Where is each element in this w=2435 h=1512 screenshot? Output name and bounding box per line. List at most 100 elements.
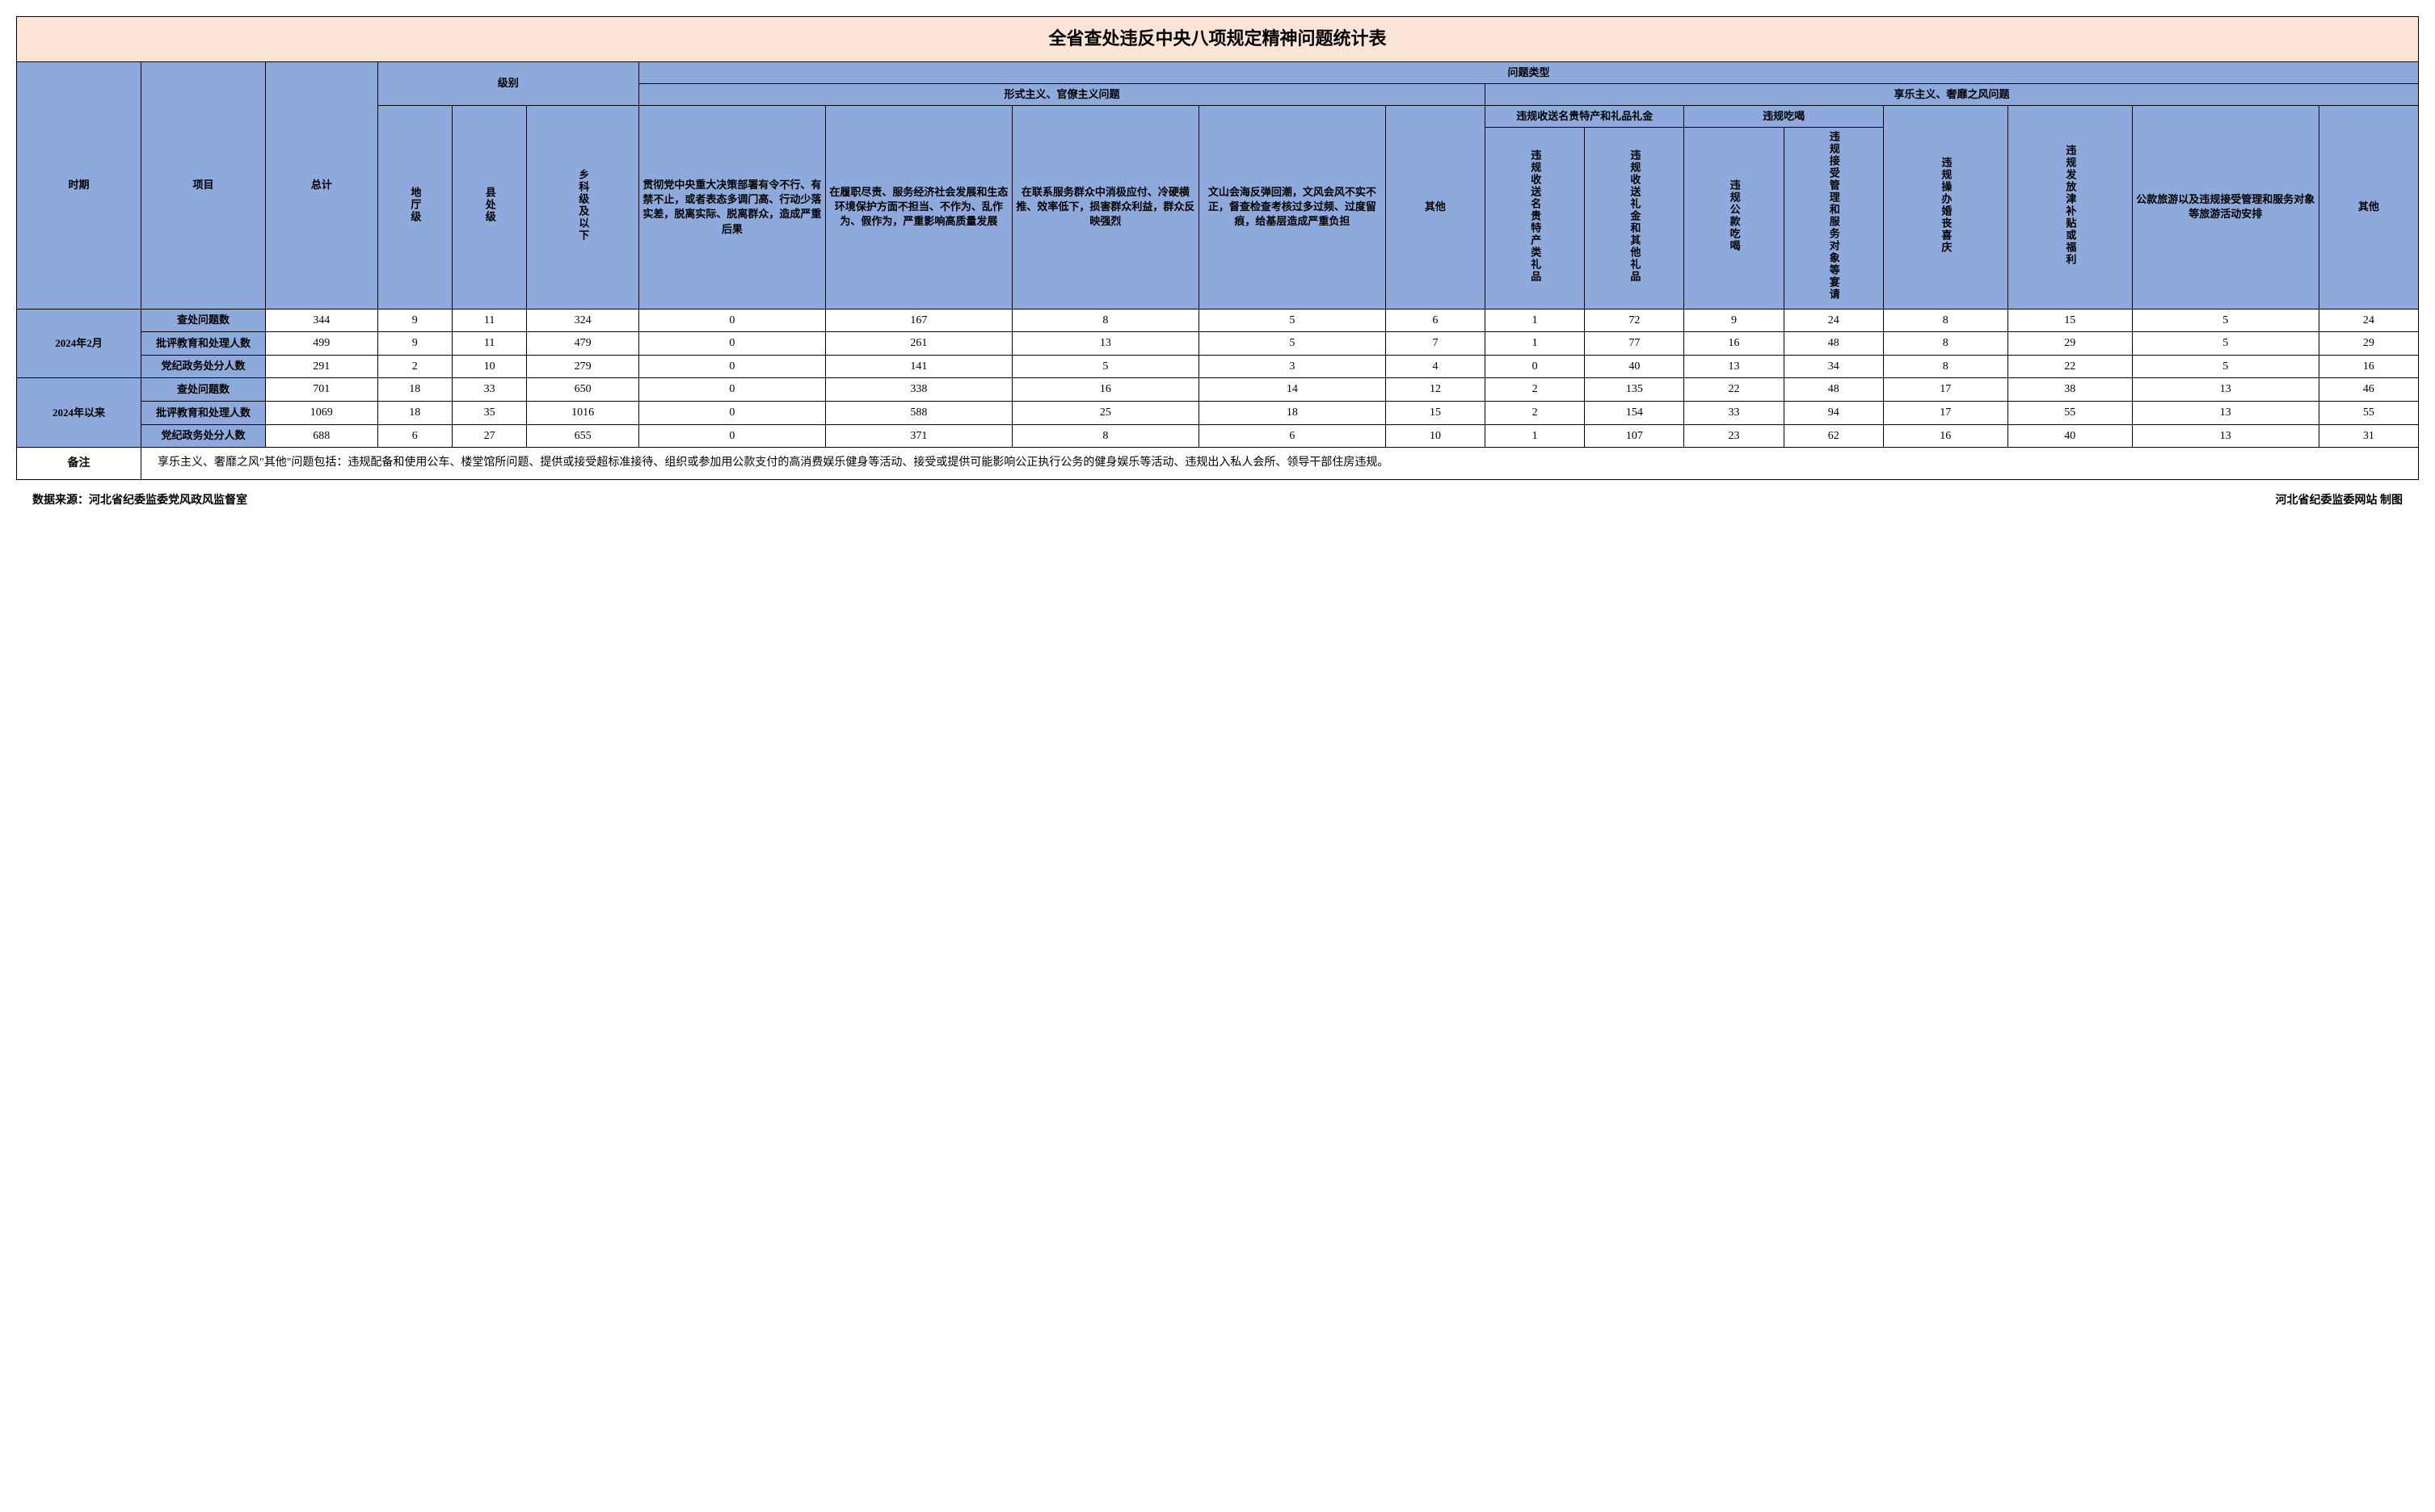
row-item: 党纪政务处分人数 bbox=[141, 355, 265, 378]
note-text: 享乐主义、奢靡之风"其他"问题包括：违规配备和使用公车、楼堂馆所问题、提供或接受… bbox=[141, 448, 2418, 479]
data-cell: 16 bbox=[1684, 332, 1784, 356]
data-cell: 5 bbox=[1199, 332, 1385, 356]
data-cell: 2 bbox=[1485, 378, 1585, 402]
data-cell: 3 bbox=[1199, 355, 1385, 378]
data-cell: 371 bbox=[825, 424, 1012, 448]
data-cell: 5 bbox=[2132, 355, 2319, 378]
data-cell: 6 bbox=[1199, 424, 1385, 448]
data-cell: 5 bbox=[1012, 355, 1199, 378]
data-cell: 344 bbox=[265, 309, 377, 332]
data-cell: 38 bbox=[2007, 378, 2132, 402]
data-cell: 17 bbox=[1883, 401, 2007, 424]
data-cell: 291 bbox=[265, 355, 377, 378]
data-cell: 22 bbox=[1684, 378, 1784, 402]
data-cell: 9 bbox=[1684, 309, 1784, 332]
row-item: 批评教育和处理人数 bbox=[141, 401, 265, 424]
data-cell: 62 bbox=[1784, 424, 1883, 448]
hdr-eat1: 违规公款吃喝 bbox=[1684, 128, 1784, 309]
hdr-f3: 在联系服务群众中消极应付、冷硬横推、效率低下，损害群众利益，群众反映强烈 bbox=[1012, 106, 1199, 309]
data-cell: 650 bbox=[527, 378, 639, 402]
data-cell: 141 bbox=[825, 355, 1012, 378]
hdr-gift1: 违规收送名贵特产类礼品 bbox=[1485, 128, 1585, 309]
data-cell: 16 bbox=[1883, 424, 2007, 448]
data-cell: 23 bbox=[1684, 424, 1784, 448]
hdr-total: 总计 bbox=[265, 61, 377, 309]
hdr-problem-type: 问题类型 bbox=[638, 61, 2418, 83]
hdr-level1: 地厅级 bbox=[377, 106, 452, 309]
data-cell: 18 bbox=[377, 401, 452, 424]
hdr-h4: 违规发放津补贴或福利 bbox=[2007, 106, 2132, 309]
data-cell: 154 bbox=[1585, 401, 1684, 424]
data-cell: 29 bbox=[2319, 332, 2418, 356]
hdr-f4: 文山会海反弹回潮，文风会风不实不正，督查检查考核过多过频、过度留痕，给基层造成严… bbox=[1199, 106, 1385, 309]
data-cell: 479 bbox=[527, 332, 639, 356]
data-cell: 33 bbox=[1684, 401, 1784, 424]
data-cell: 46 bbox=[2319, 378, 2418, 402]
data-cell: 10 bbox=[452, 355, 526, 378]
data-cell: 701 bbox=[265, 378, 377, 402]
data-cell: 8 bbox=[1883, 309, 2007, 332]
data-cell: 5 bbox=[2132, 309, 2319, 332]
data-cell: 55 bbox=[2319, 401, 2418, 424]
data-cell: 338 bbox=[825, 378, 1012, 402]
data-cell: 279 bbox=[527, 355, 639, 378]
statistics-table: 全省查处违反中央八项规定精神问题统计表 时期 项目 总计 级别 问题类型 形式主… bbox=[16, 16, 2419, 480]
period-label: 2024年2月 bbox=[17, 309, 141, 378]
data-cell: 0 bbox=[638, 309, 825, 332]
row-item: 党纪政务处分人数 bbox=[141, 424, 265, 448]
data-cell: 16 bbox=[2319, 355, 2418, 378]
data-cell: 6 bbox=[1385, 309, 1485, 332]
data-cell: 261 bbox=[825, 332, 1012, 356]
hdr-level2: 县处级 bbox=[452, 106, 526, 309]
data-cell: 48 bbox=[1784, 378, 1883, 402]
data-cell: 588 bbox=[825, 401, 1012, 424]
data-cell: 77 bbox=[1585, 332, 1684, 356]
data-cell: 8 bbox=[1883, 355, 2007, 378]
data-cell: 27 bbox=[452, 424, 526, 448]
data-cell: 94 bbox=[1784, 401, 1883, 424]
hdr-hedonism: 享乐主义、奢靡之风问题 bbox=[1485, 83, 2419, 105]
data-cell: 9 bbox=[377, 332, 452, 356]
data-cell: 13 bbox=[2132, 424, 2319, 448]
data-cell: 2 bbox=[377, 355, 452, 378]
row-item: 批评教育和处理人数 bbox=[141, 332, 265, 356]
data-cell: 8 bbox=[1012, 424, 1199, 448]
data-cell: 34 bbox=[1784, 355, 1883, 378]
data-cell: 8 bbox=[1883, 332, 2007, 356]
data-cell: 24 bbox=[1784, 309, 1883, 332]
data-cell: 31 bbox=[2319, 424, 2418, 448]
hdr-eat2: 违规接受管理和服务对象等宴请 bbox=[1784, 128, 1883, 309]
row-item: 查处问题数 bbox=[141, 309, 265, 332]
data-cell: 15 bbox=[2007, 309, 2132, 332]
data-cell: 0 bbox=[638, 332, 825, 356]
data-cell: 135 bbox=[1585, 378, 1684, 402]
data-cell: 324 bbox=[527, 309, 639, 332]
row-item: 查处问题数 bbox=[141, 378, 265, 402]
hdr-h3: 违规操办婚丧喜庆 bbox=[1883, 106, 2007, 309]
data-cell: 1 bbox=[1485, 332, 1585, 356]
data-cell: 24 bbox=[2319, 309, 2418, 332]
hdr-gift2: 违规收送礼金和其他礼品 bbox=[1585, 128, 1684, 309]
data-cell: 0 bbox=[638, 378, 825, 402]
data-cell: 12 bbox=[1385, 378, 1485, 402]
hdr-eat-group: 违规吃喝 bbox=[1684, 106, 1883, 128]
data-cell: 35 bbox=[452, 401, 526, 424]
data-cell: 40 bbox=[1585, 355, 1684, 378]
data-cell: 11 bbox=[452, 309, 526, 332]
hdr-gift-group: 违规收送名贵特产和礼品礼金 bbox=[1485, 106, 1684, 128]
data-cell: 22 bbox=[2007, 355, 2132, 378]
data-cell: 18 bbox=[1199, 401, 1385, 424]
data-cell: 167 bbox=[825, 309, 1012, 332]
data-cell: 17 bbox=[1883, 378, 2007, 402]
data-cell: 499 bbox=[265, 332, 377, 356]
hdr-f5: 其他 bbox=[1385, 106, 1485, 309]
data-cell: 9 bbox=[377, 309, 452, 332]
footer-maker: 河北省纪委监委网站 制图 bbox=[1218, 485, 2420, 512]
data-cell: 1 bbox=[1485, 309, 1585, 332]
data-cell: 15 bbox=[1385, 401, 1485, 424]
table-title: 全省查处违反中央八项规定精神问题统计表 bbox=[17, 17, 2419, 62]
hdr-f1: 贯彻党中央重大决策部署有令不行、有禁不止，或者表态多调门高、行动少落实差，脱离实… bbox=[638, 106, 825, 309]
data-cell: 1 bbox=[1485, 424, 1585, 448]
data-cell: 2 bbox=[1485, 401, 1585, 424]
data-cell: 1069 bbox=[265, 401, 377, 424]
